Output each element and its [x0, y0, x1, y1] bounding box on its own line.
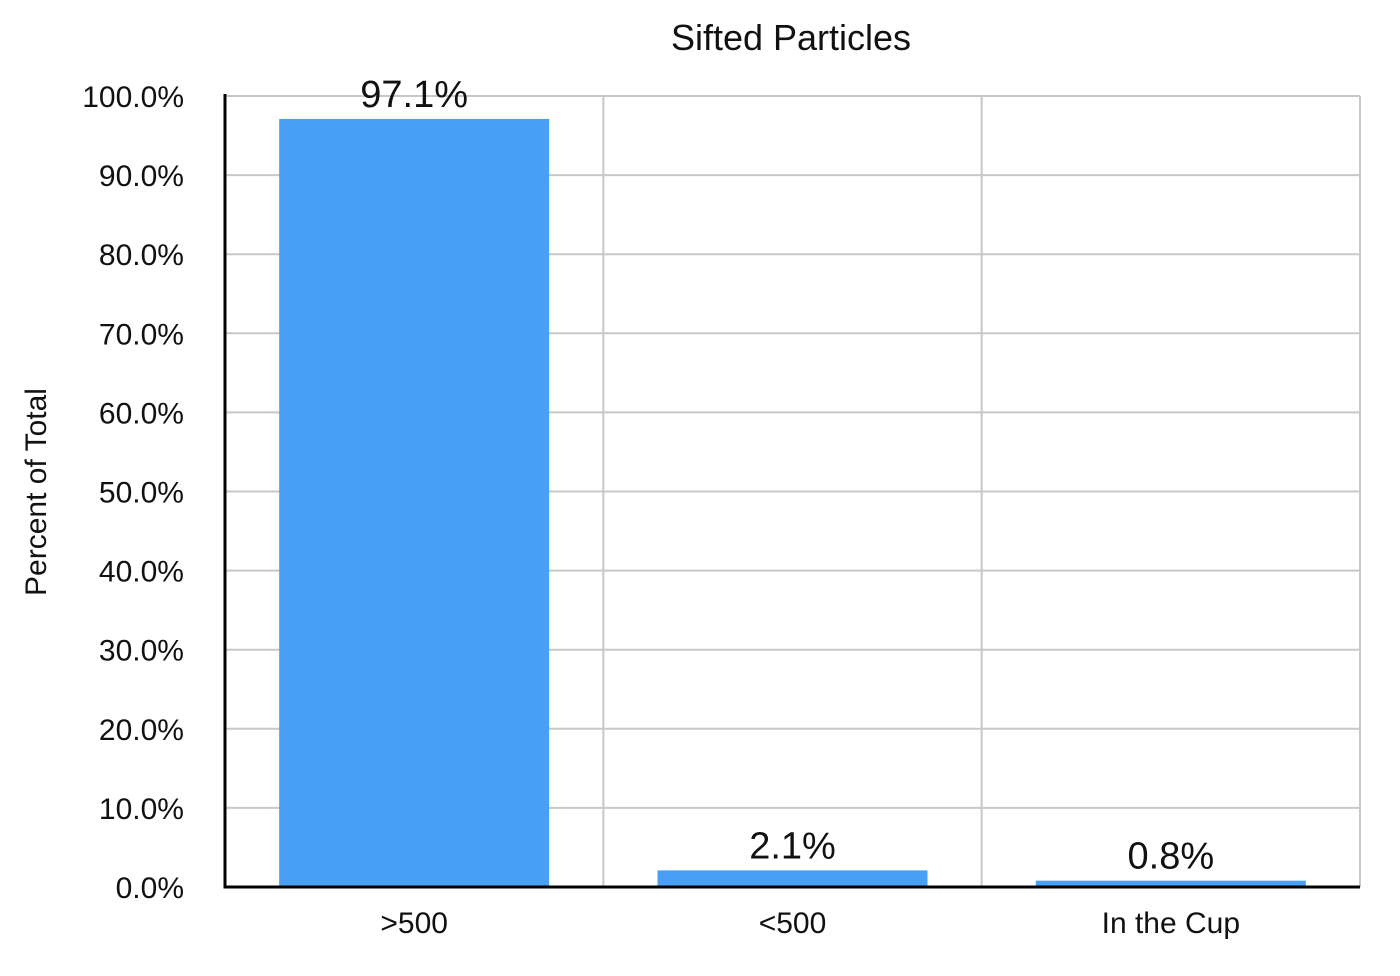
y-tick-label: 90.0% — [99, 160, 184, 193]
y-tick-label: 10.0% — [99, 793, 184, 826]
y-tick-label: 50.0% — [99, 477, 184, 510]
y-tick-label: 70.0% — [99, 318, 184, 351]
x-category-label: In the Cup — [1102, 907, 1240, 940]
y-tick-label: 30.0% — [99, 635, 184, 668]
axes — [223, 94, 1360, 889]
x-axis-category-labels: >500 <500 In the Cup — [380, 907, 1240, 940]
bars — [279, 118, 1306, 887]
y-tick-label: 40.0% — [99, 556, 184, 589]
chart-title: Sifted Particles — [671, 17, 911, 58]
data-labels: 97.1% 2.1% 0.8% — [360, 74, 1214, 878]
bar — [279, 118, 550, 887]
y-tick-label: 20.0% — [99, 714, 184, 747]
x-category-label: >500 — [380, 907, 448, 940]
bar-data-label: 0.8% — [1128, 836, 1215, 878]
y-axis-title: Percent of Total — [20, 388, 53, 596]
bar — [1035, 880, 1306, 887]
y-axis-tick-labels: 0.0% 10.0% 20.0% 30.0% 40.0% 50.0% 60.0% 70.0% 8… — [82, 81, 184, 905]
y-tick-label: 100.0% — [82, 81, 184, 114]
x-category-label: <500 — [759, 907, 827, 940]
bar-data-label: 97.1% — [360, 74, 468, 116]
bar — [657, 870, 928, 887]
y-tick-label: 60.0% — [99, 397, 184, 430]
y-tick-label: 80.0% — [99, 239, 184, 272]
y-tick-label: 0.0% — [116, 872, 184, 905]
bar-data-label: 2.1% — [749, 825, 836, 867]
